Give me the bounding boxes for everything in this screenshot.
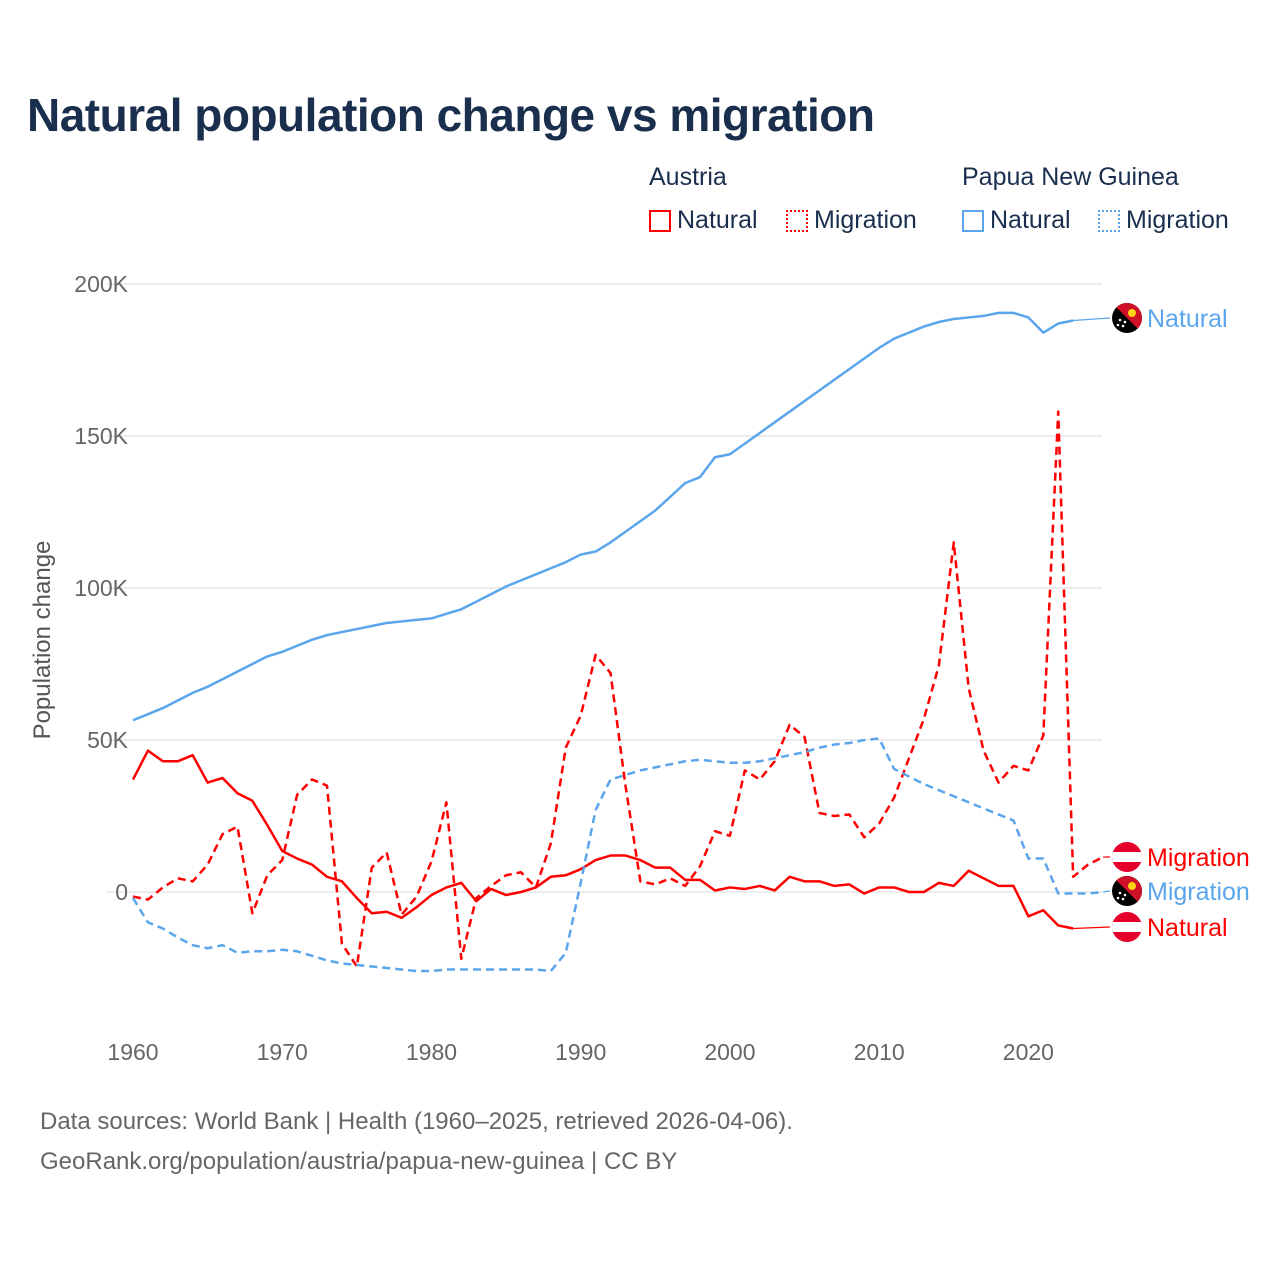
legend-swatch-dotted — [1098, 209, 1120, 232]
austria-flag-icon — [1112, 842, 1142, 872]
x-tick-label: 2000 — [704, 1039, 755, 1065]
legend-label: Natural — [990, 206, 1071, 234]
series-end-label: Natural — [1147, 914, 1228, 942]
x-tick-label: 1980 — [406, 1039, 457, 1065]
series-line-papua-new-guinea-natural — [132, 311, 1074, 722]
label-connector — [1073, 317, 1111, 322]
footer-link[interactable]: GeoRank.org/population/austria/papua-new… — [40, 1148, 678, 1175]
legend-austria-natural[interactable]: Natural — [649, 206, 758, 235]
footer-sources: Data sources: World Bank | Health (1960–… — [40, 1108, 793, 1135]
png-flag-icon — [1112, 876, 1142, 906]
series-end-label: Migration — [1147, 878, 1250, 906]
y-tick-label: 0 — [115, 879, 128, 905]
austria-flag-icon — [1112, 912, 1142, 942]
legend-label: Migration — [1126, 206, 1229, 234]
legend-png-migration[interactable]: Migration — [1098, 206, 1229, 235]
chart-title: Natural population change vs migration — [27, 89, 875, 141]
series-line-papua-new-guinea-migration — [131, 737, 1104, 973]
x-tick-label: 2010 — [854, 1039, 905, 1065]
y-tick-label: 150K — [74, 423, 128, 449]
legend-label: Natural — [677, 206, 758, 234]
label-connector — [1073, 926, 1111, 930]
label-connector — [1102, 890, 1111, 893]
x-tick-label: 1970 — [257, 1039, 308, 1065]
legend-swatch-dotted — [786, 209, 808, 232]
legend-austria-migration[interactable]: Migration — [786, 206, 917, 235]
series-line-austria-natural — [131, 749, 1074, 930]
y-tick-label: 50K — [87, 727, 129, 753]
x-tick-label: 1990 — [555, 1039, 606, 1065]
series-end-label: Migration — [1147, 844, 1250, 872]
series-end-label: Natural — [1147, 305, 1228, 333]
y-tick-label: 100K — [74, 575, 128, 601]
legend-label: Migration — [814, 206, 917, 234]
legend-group-png: Papua New Guinea — [962, 163, 1179, 191]
legend-png-natural[interactable]: Natural — [962, 206, 1071, 235]
y-axis-label: Population change — [29, 541, 56, 740]
legend-group-austria: Austria — [649, 163, 727, 191]
y-tick-label: 200K — [74, 271, 128, 297]
legend-swatch-solid — [649, 209, 671, 232]
png-flag-icon — [1112, 303, 1142, 333]
legend-swatch-solid — [962, 209, 984, 232]
x-tick-label: 2020 — [1003, 1039, 1054, 1065]
x-tick-label: 1960 — [107, 1039, 158, 1065]
